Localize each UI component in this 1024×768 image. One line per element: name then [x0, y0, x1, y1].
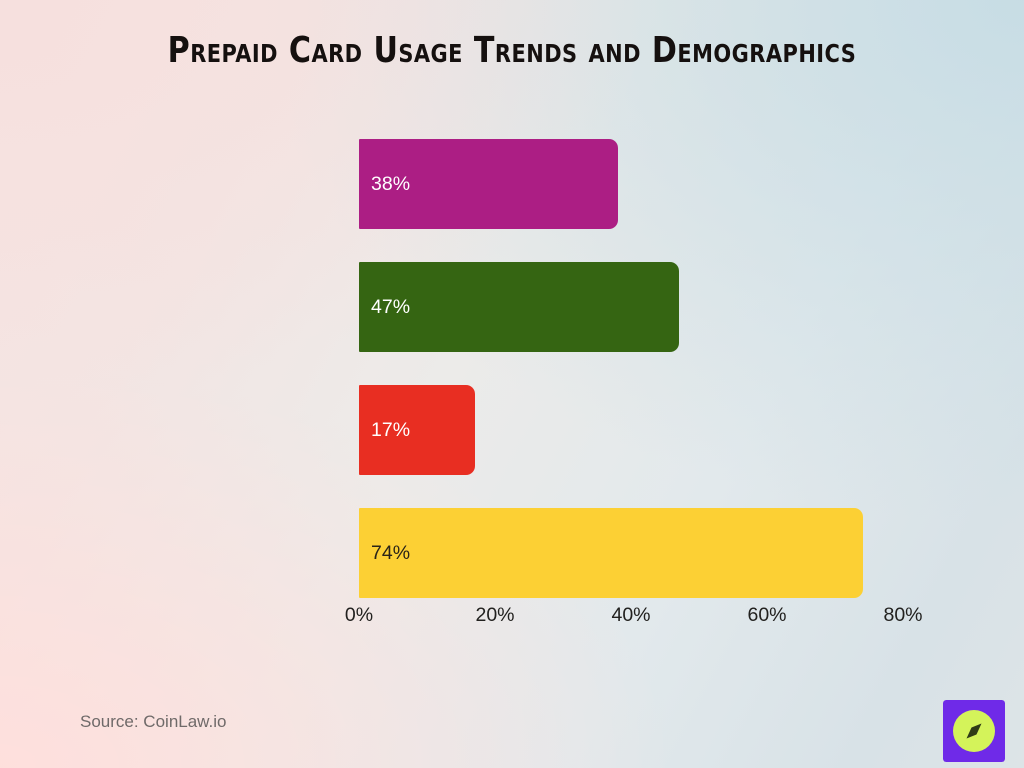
bar-value-label: 47% — [371, 296, 411, 318]
bar-value-label: 17% — [371, 419, 411, 441]
bar-value-label: 74% — [371, 542, 411, 564]
x-axis-tick-label: 60% — [747, 604, 787, 626]
bar-value-label: 38% — [371, 173, 411, 195]
bar-college-students-share[interactable]: 17% — [359, 385, 475, 475]
x-axis-tick-label: 20% — [475, 604, 515, 626]
bar-small-businesses-usage[interactable]: 47% — [359, 262, 679, 352]
chart-title: Prepaid Card Usage Trends and Demographi… — [167, 30, 857, 71]
x-axis: 0% 20% 40% 60% 80% — [0, 604, 1024, 638]
x-axis-tick-label: 40% — [611, 604, 651, 626]
x-axis-tick-label: 80% — [883, 604, 923, 626]
logo-compass-needle-icon — [966, 723, 982, 739]
bar-women-18-34-new-reg[interactable]: 38% — [359, 139, 618, 229]
compass-logo[interactable] — [943, 700, 1005, 762]
bar-rural-households-us[interactable]: 74% — [359, 508, 863, 598]
x-axis-tick-label: 0% — [344, 604, 374, 626]
source-note: Source: CoinLaw.io — [80, 712, 227, 731]
